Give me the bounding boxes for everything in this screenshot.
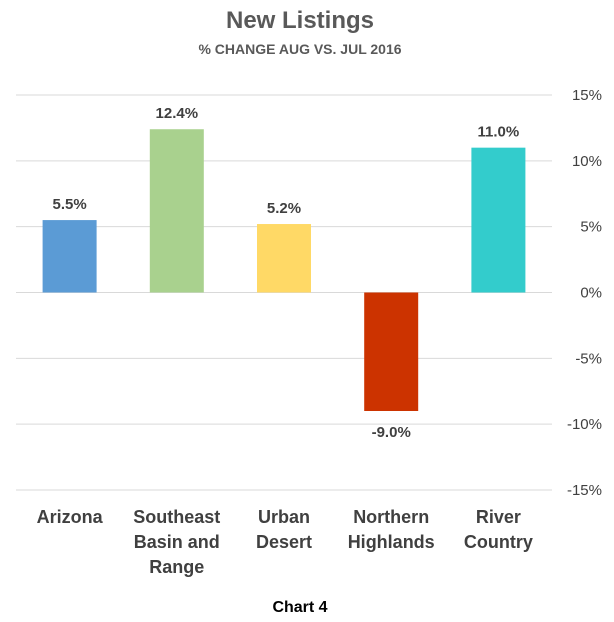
chart-title: New Listings bbox=[226, 7, 374, 34]
y-tick-label: 0% bbox=[580, 285, 602, 302]
y-tick-label: 15% bbox=[572, 87, 602, 104]
data-label: 5.2% bbox=[267, 200, 301, 217]
y-axis: 15% 10% 5% 0% -5% -10% -15% bbox=[567, 87, 602, 499]
data-labels: 5.5% 12.4% 5.2% -9.0% 11.0% bbox=[52, 105, 519, 441]
bars bbox=[42, 129, 526, 411]
bar bbox=[149, 129, 204, 293]
x-axis: Arizona Southeast Basin and Range Urban Deser… bbox=[37, 507, 533, 577]
y-tick-label: -15% bbox=[567, 482, 602, 499]
bar bbox=[257, 224, 311, 293]
y-tick-label: 10% bbox=[572, 153, 602, 170]
x-tick-label: Northern Highlands bbox=[348, 507, 435, 552]
bar bbox=[364, 292, 419, 411]
data-label: -9.0% bbox=[372, 424, 411, 441]
chart-subtitle: % CHANGE AUG VS. JUL 2016 bbox=[198, 41, 401, 57]
x-tick-label: Urban Desert bbox=[256, 507, 312, 552]
y-tick-label: -5% bbox=[575, 350, 602, 367]
y-tick-label: -10% bbox=[567, 416, 602, 433]
x-tick-label: River Country bbox=[464, 507, 533, 552]
x-tick-label: Arizona bbox=[37, 507, 104, 527]
bar bbox=[42, 220, 97, 293]
bar bbox=[471, 147, 526, 293]
chart-caption: Chart 4 bbox=[272, 599, 327, 616]
data-label: 5.5% bbox=[52, 196, 86, 213]
data-label: 11.0% bbox=[478, 124, 520, 141]
data-label: 12.4% bbox=[156, 105, 199, 122]
y-tick-label: 5% bbox=[580, 219, 602, 236]
x-tick-label: Southeast Basin and Range bbox=[133, 507, 220, 577]
